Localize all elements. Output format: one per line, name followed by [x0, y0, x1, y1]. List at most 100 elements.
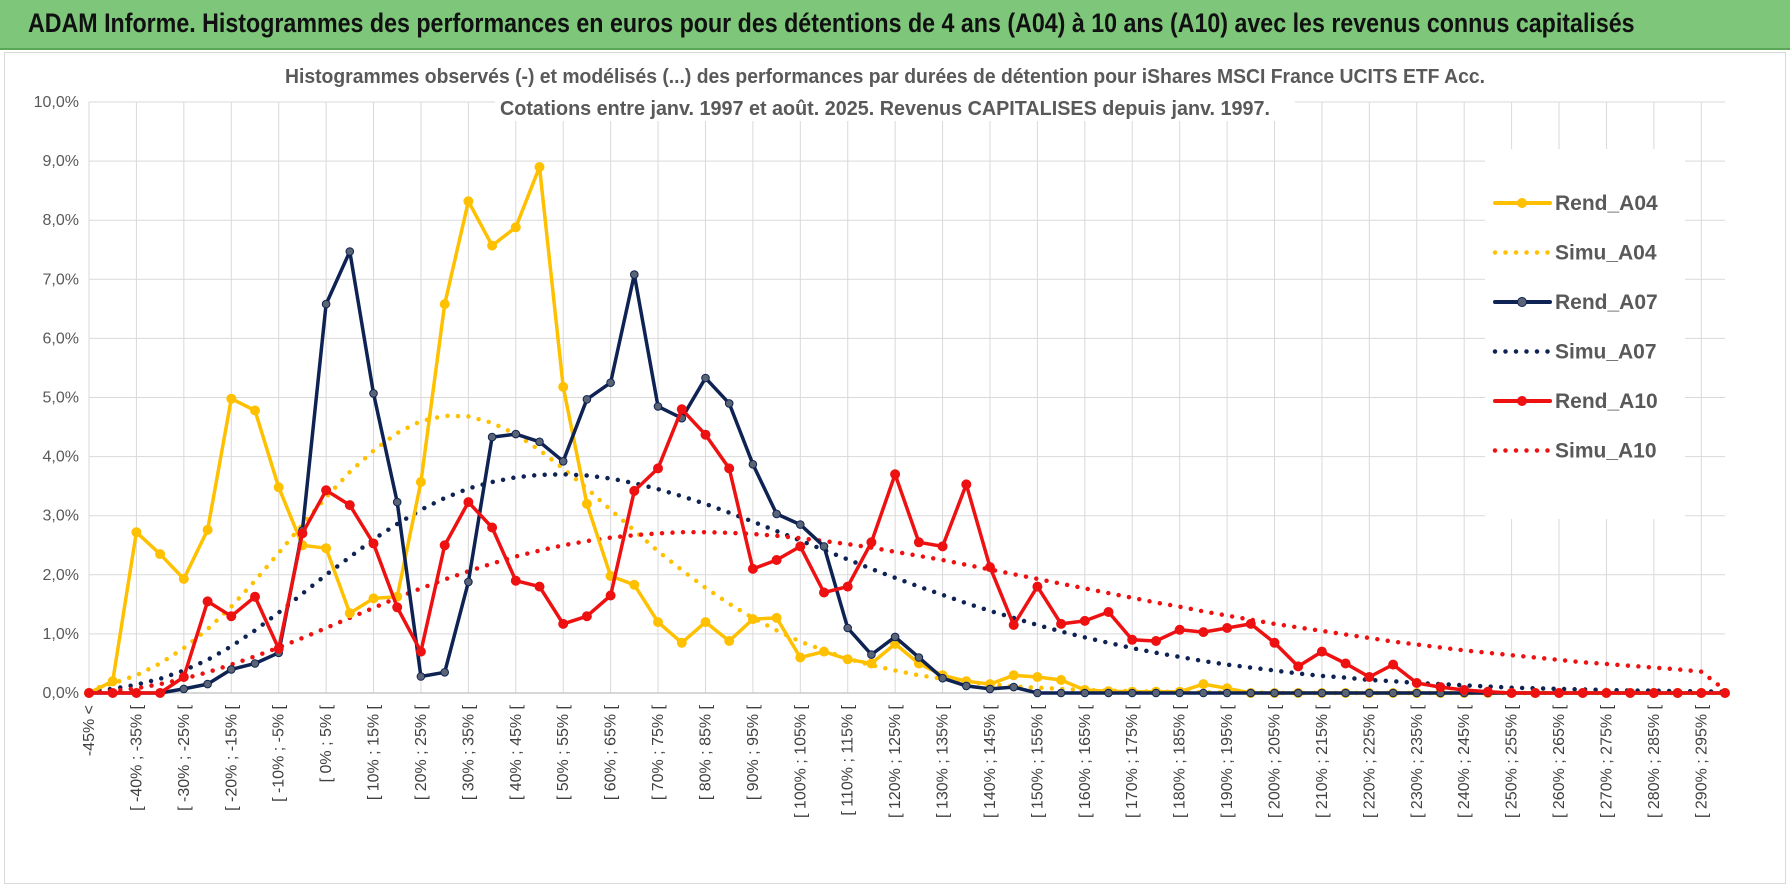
data-point-rend-a07	[1412, 688, 1422, 698]
data-point-rend-a10	[629, 485, 640, 496]
data-point-rend-a07	[843, 623, 853, 633]
series-line-rend-a10	[87, 407, 1727, 695]
data-point-rend-a07	[179, 684, 189, 694]
data-point-rend-a04	[819, 646, 829, 657]
report-banner: ADAM Informe. Histogrammes des performan…	[0, 0, 1790, 50]
data-point-rend-a07	[535, 437, 544, 447]
x-tick-label: [ 200% ; 205% [	[1267, 704, 1284, 818]
data-point-rend-a07	[487, 432, 497, 442]
y-tick-label: 2,0%	[43, 567, 79, 584]
x-tick-label: [ 160% ; 165% [	[1077, 704, 1094, 818]
data-point-rend-a10	[1530, 688, 1541, 698]
data-point-rend-a07	[369, 389, 378, 398]
data-point-rend-a10	[202, 596, 213, 607]
x-tick-label: [ 170% ; 175% [	[1124, 704, 1141, 818]
data-point-rend-a10	[344, 500, 355, 511]
data-point-rend-a10	[961, 479, 972, 490]
legend-label-simu-a04: Simu_A04	[1555, 242, 1657, 265]
x-tick-label: [ 220% ; 225% [	[1361, 704, 1378, 818]
data-point-rend-a10	[131, 688, 142, 698]
y-tick-label: 3,0%	[43, 508, 79, 525]
data-point-rend-a04	[534, 162, 545, 172]
y-tick-label: 4,0%	[43, 449, 79, 466]
data-point-rend-a10	[676, 404, 687, 415]
chart-title: Histogrammes observés (-) et modélisés (…	[285, 66, 1485, 88]
data-point-rend-a10	[1554, 688, 1564, 698]
series-line-simu-a10	[86, 529, 1728, 696]
data-point-rend-a07	[1246, 688, 1256, 698]
data-point-rend-a07	[464, 577, 473, 587]
data-point-rend-a10	[1625, 688, 1636, 698]
series-line-simu-a07	[86, 472, 1728, 695]
data-point-rend-a07	[203, 679, 212, 689]
data-point-rend-a10	[937, 541, 948, 552]
data-point-rend-a04	[866, 658, 877, 669]
x-tick-label: -45% <	[81, 705, 98, 756]
data-point-rend-a10	[1459, 685, 1470, 695]
x-tick-label: [ -30% ; -25% [	[176, 704, 193, 810]
y-tick-label: 9,0%	[43, 153, 79, 170]
x-tick-label: [ 80% ; 85% [	[697, 704, 714, 800]
x-tick-label: [ -40% ; -35% [	[128, 704, 145, 810]
data-point-rend-a07	[1151, 688, 1161, 698]
data-point-rend-a07	[416, 672, 426, 681]
data-point-rend-a07	[440, 668, 450, 677]
x-tick-label: [ 250% ; 255% [	[1504, 704, 1521, 818]
y-tick-label: 6,0%	[43, 330, 79, 347]
data-point-rend-a07	[227, 665, 236, 674]
data-point-rend-a10	[297, 528, 308, 539]
data-point-rend-a10	[1340, 658, 1351, 669]
data-point-rend-a07	[1009, 682, 1019, 692]
data-point-rend-a07	[867, 650, 876, 659]
x-tick-label: [ 30% ; 35% [	[460, 704, 477, 800]
data-point-rend-a10	[653, 463, 663, 474]
data-point-rend-a07	[1270, 688, 1279, 698]
data-point-rend-a04	[107, 676, 118, 687]
data-point-rend-a10	[1222, 623, 1233, 633]
data-point-rend-a07	[606, 378, 615, 388]
x-tick-label: [ 120% ; 125% [	[887, 704, 904, 818]
x-tick-label: [ 240% ; 245% [	[1456, 704, 1473, 818]
data-point-rend-a10	[155, 688, 166, 698]
x-tick-label: [ 90% ; 95% [	[745, 704, 762, 800]
data-point-rend-a10	[1364, 672, 1375, 682]
data-point-rend-a04	[487, 240, 498, 251]
data-point-rend-a07	[701, 373, 710, 383]
data-point-rend-a10	[1103, 607, 1114, 617]
data-point-rend-a10	[1293, 661, 1304, 672]
data-point-rend-a07	[962, 681, 971, 691]
data-point-rend-a04	[510, 222, 521, 233]
data-point-rend-a07	[653, 402, 663, 411]
data-point-rend-a10	[581, 611, 592, 622]
data-point-rend-a10	[1316, 646, 1327, 657]
legend-label-rend-a10: Rend_A10	[1555, 390, 1658, 413]
data-point-rend-a07	[511, 429, 521, 439]
x-tick-label: [ 260% ; 265% [	[1551, 704, 1568, 818]
data-point-rend-a10	[368, 538, 379, 549]
x-tick-label: [ 110% ; 115% [	[840, 704, 857, 815]
x-tick-label: [ 40% ; 45% [	[508, 704, 525, 800]
data-point-rend-a07	[1127, 688, 1137, 698]
data-point-rend-a10	[321, 485, 332, 496]
data-point-rend-a10	[1506, 688, 1517, 698]
data-point-rend-a04	[202, 524, 213, 535]
data-point-rend-a04	[1056, 675, 1067, 685]
data-point-rend-a10	[439, 540, 450, 551]
data-point-rend-a04	[795, 652, 806, 663]
data-point-rend-a10	[1672, 688, 1683, 698]
data-point-rend-a10	[1032, 581, 1043, 592]
data-point-rend-a10	[1198, 627, 1209, 638]
data-point-rend-a10	[1696, 688, 1707, 698]
x-tick-label: [ 0% ; 5% [	[318, 704, 335, 782]
data-point-rend-a10	[1482, 686, 1493, 697]
data-point-rend-a07	[1080, 688, 1090, 698]
line-chart: 0,0% 1,0% 2,0% 3,0% 4,0% 5,0% 6,0% 7,0% 8,0% 9,0%…	[34, 61, 1730, 818]
x-tick-label: [ 190% ; 195% [	[1219, 704, 1236, 818]
data-point-rend-a10	[985, 562, 995, 573]
data-point-rend-a10	[1269, 637, 1280, 648]
data-point-rend-a07	[1317, 688, 1327, 698]
y-tick-label: 0,0%	[43, 685, 79, 702]
chart-frame: 0,0% 1,0% 2,0% 3,0% 4,0% 5,0% 6,0% 7,0% 8,0% 9,0%…	[4, 52, 1786, 884]
chart-title-background	[275, 61, 1495, 91]
